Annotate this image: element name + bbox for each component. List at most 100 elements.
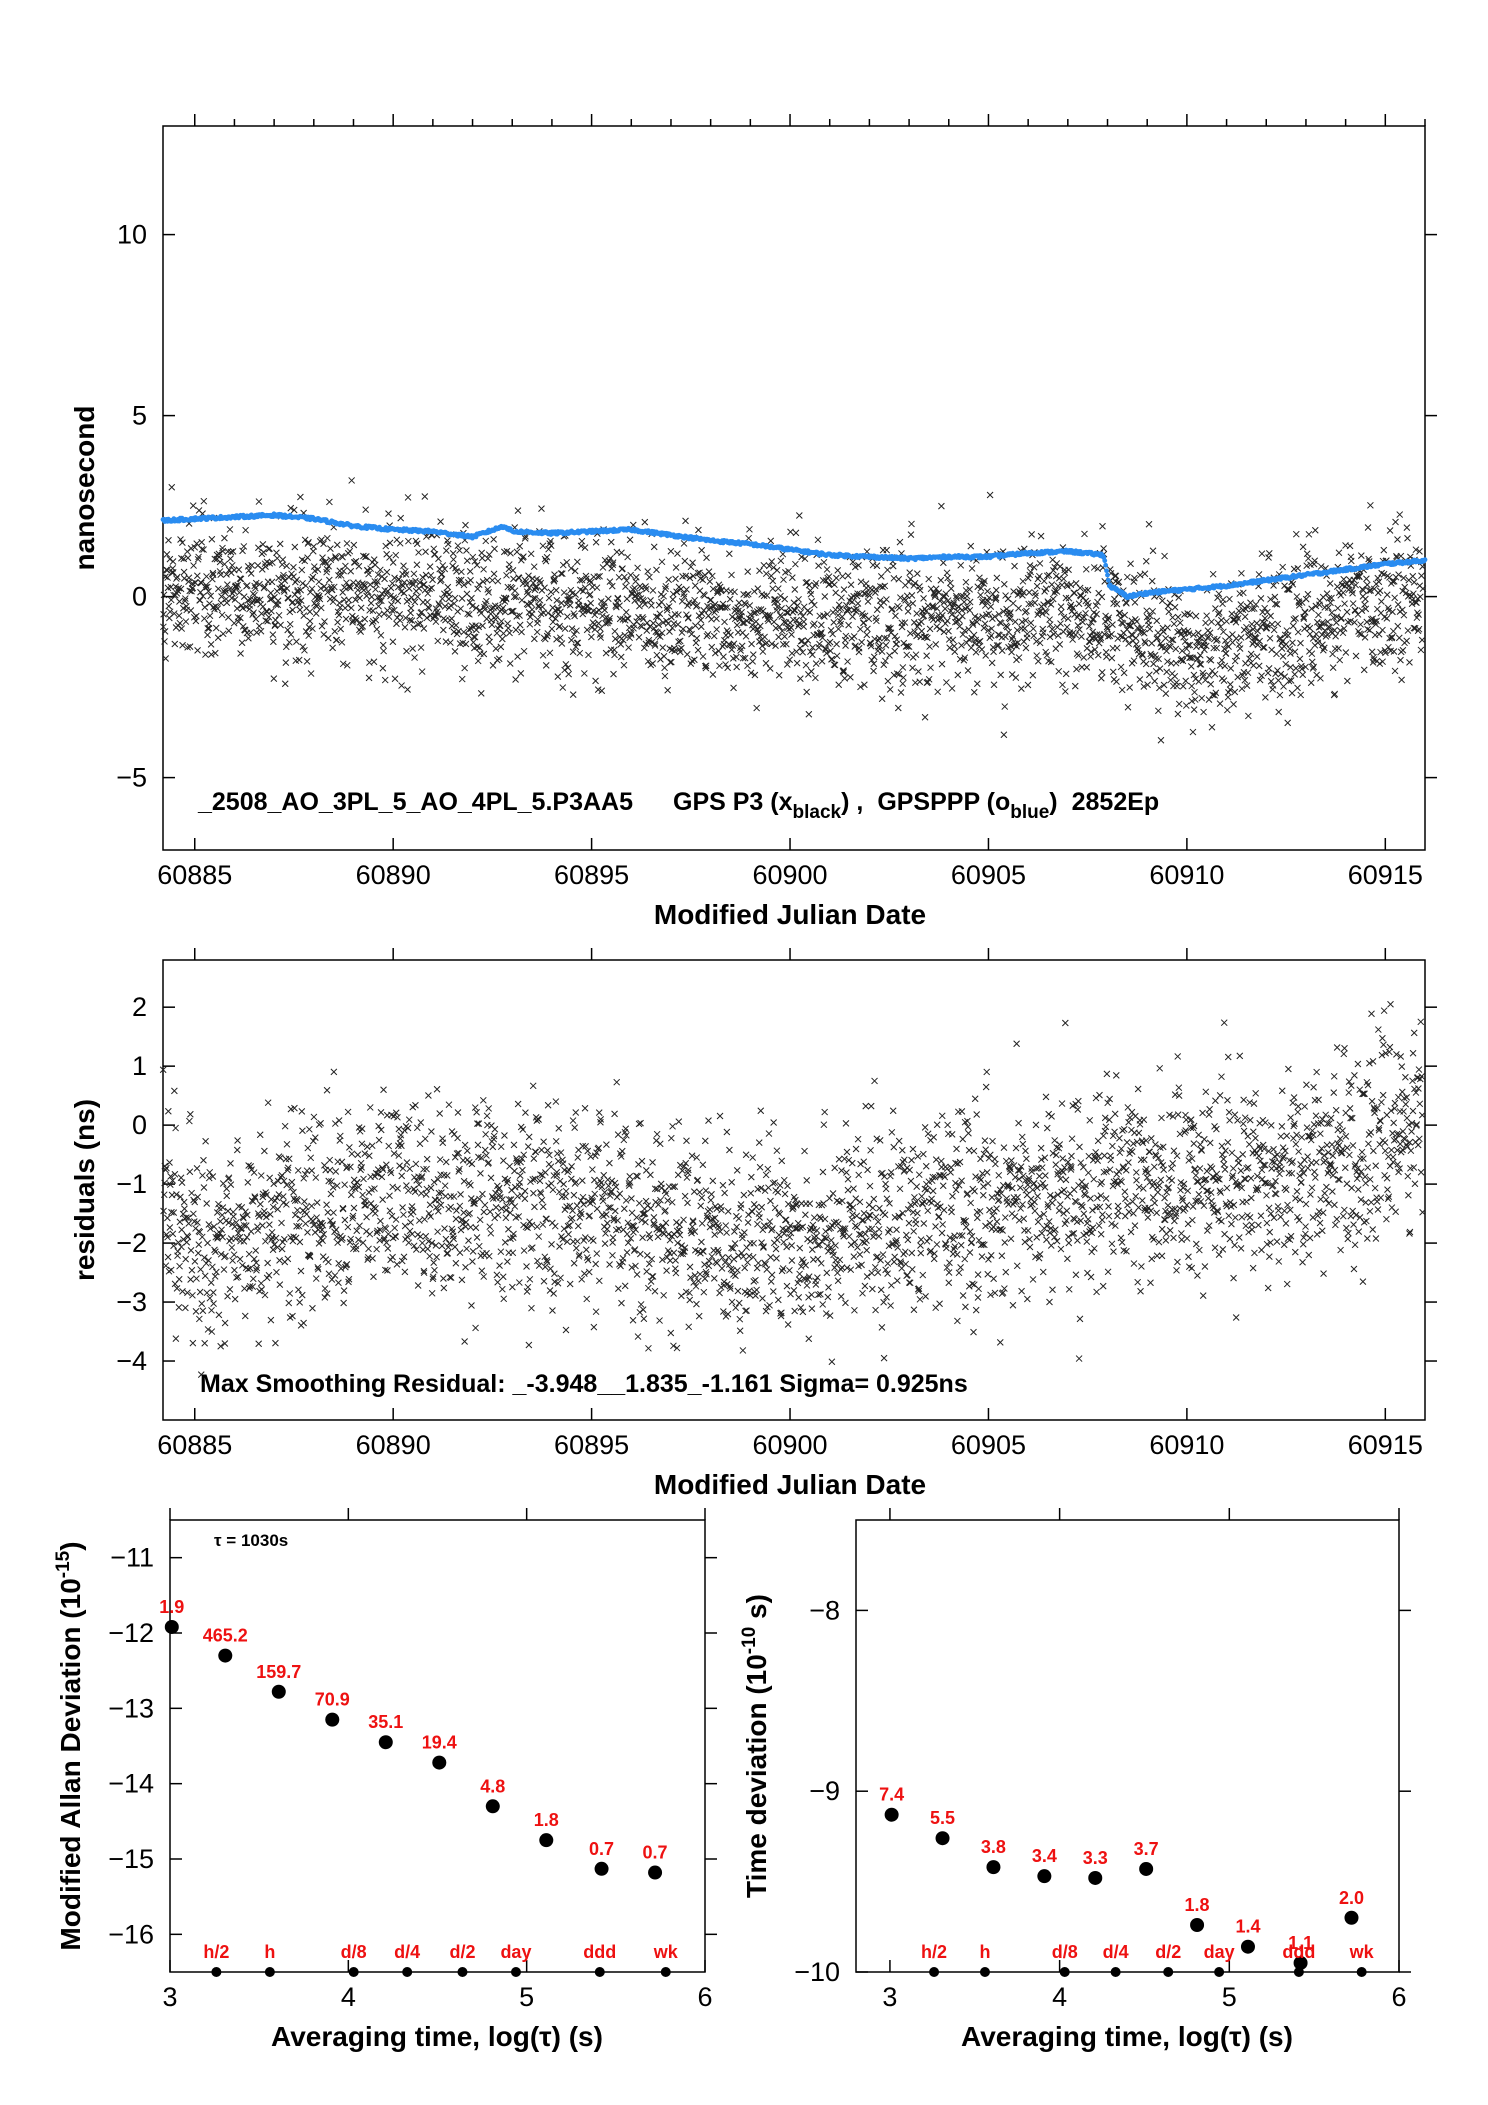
data-point-x	[262, 1237, 269, 1245]
data-point-x	[656, 610, 664, 618]
data-point-x	[500, 630, 507, 637]
data-point-x	[1335, 549, 1343, 557]
data-point-x	[947, 585, 955, 593]
data-point-x	[231, 596, 239, 603]
data-point-x	[1311, 526, 1319, 534]
data-point-x	[709, 671, 717, 678]
data-point-x	[636, 590, 644, 598]
data-point-x	[514, 653, 521, 661]
data-point-x	[447, 602, 455, 609]
data-point-x	[309, 625, 316, 633]
data-point-x	[770, 618, 778, 626]
data-point-x	[240, 543, 248, 550]
data-point-x	[270, 675, 278, 682]
data-point-x	[812, 674, 819, 682]
data-point-x	[243, 1233, 251, 1241]
data-point-x	[299, 1127, 306, 1135]
data-point-x	[769, 577, 777, 585]
data-point-x	[226, 585, 234, 593]
data-point-x	[559, 684, 567, 691]
data-point-x	[385, 1142, 393, 1150]
data-point-x	[434, 637, 442, 645]
data-point-x	[661, 664, 668, 672]
data-point-x	[183, 1238, 191, 1246]
data-point-x	[1117, 663, 1125, 671]
data-point-x	[738, 642, 746, 650]
data-point-x	[1379, 658, 1386, 666]
data-point-x	[754, 585, 762, 592]
data-point-x	[435, 555, 442, 563]
data-point-x	[465, 632, 472, 639]
data-point-x	[1292, 664, 1300, 672]
data-point-x	[436, 1110, 444, 1117]
data-point-x	[968, 565, 976, 572]
data-point-x	[527, 550, 535, 558]
data-point-x	[661, 672, 669, 680]
data-point-x	[1098, 593, 1106, 601]
data-point-x	[433, 1085, 441, 1093]
data-point-x	[437, 576, 445, 584]
data-point-x	[324, 534, 331, 542]
data-point-x	[570, 631, 578, 638]
data-point-x	[207, 641, 215, 648]
data-point-x	[1231, 657, 1239, 665]
data-point-x	[291, 543, 299, 551]
data-point-x	[672, 575, 679, 583]
data-point-x	[280, 571, 287, 579]
data-point-x	[1366, 626, 1374, 634]
data-point-x	[316, 595, 324, 603]
data-point-x	[777, 557, 785, 565]
data-point-x	[335, 1117, 343, 1124]
data-point-x	[650, 543, 658, 551]
data-point-x	[219, 1233, 226, 1241]
data-point-x	[708, 572, 716, 580]
data-point-x	[1136, 571, 1144, 579]
data-point-x	[520, 553, 527, 561]
data-point-x	[434, 1228, 441, 1236]
data-point-x	[344, 1223, 352, 1231]
data-point-x	[1210, 644, 1218, 652]
data-point-x	[1034, 657, 1042, 665]
data-point-x	[479, 578, 487, 585]
y-tick-label: 0	[132, 582, 147, 612]
data-point-x	[337, 625, 345, 633]
data-point-x	[728, 646, 736, 654]
data-point-x	[1291, 671, 1299, 678]
data-point-x	[911, 679, 919, 687]
data-point-x	[188, 1266, 196, 1274]
data-point-x	[790, 606, 798, 614]
data-point-x	[422, 1191, 430, 1198]
data-point-x	[680, 593, 688, 601]
data-point-x	[697, 623, 705, 631]
data-point-x	[1015, 604, 1022, 612]
data-point-x	[201, 1254, 208, 1262]
data-point-x	[1047, 601, 1055, 608]
data-point-x	[1268, 621, 1276, 628]
data-point-x	[331, 1272, 339, 1279]
residuals-panel: 60885 60890 60895 60900 60905 60910 60915 −4−3…	[69, 948, 1437, 1500]
x-tick-label: 60905	[951, 1430, 1026, 1460]
data-point-x	[753, 704, 761, 712]
data-point-x	[507, 549, 514, 557]
data-point-x	[433, 1253, 440, 1261]
data-point-x	[344, 602, 352, 609]
data-point-x	[1284, 719, 1292, 727]
data-point-x	[411, 654, 418, 661]
data-point-x	[631, 584, 638, 592]
data-point-x	[241, 1312, 249, 1320]
data-point-x	[296, 606, 304, 614]
data-point-x	[840, 586, 848, 593]
data-point-x	[854, 600, 862, 607]
data-point-x	[1145, 621, 1153, 629]
data-point-x	[425, 604, 433, 612]
data-point-x	[382, 1161, 390, 1169]
data-point-x	[178, 1226, 186, 1234]
data-point-x	[444, 583, 452, 591]
data-point-x	[214, 634, 222, 642]
data-point-x	[598, 687, 606, 695]
data-point-x	[595, 620, 602, 627]
data-point-x	[523, 580, 531, 588]
data-point-x	[619, 636, 627, 644]
data-point-x	[910, 618, 918, 626]
data-point-x	[1218, 656, 1226, 664]
